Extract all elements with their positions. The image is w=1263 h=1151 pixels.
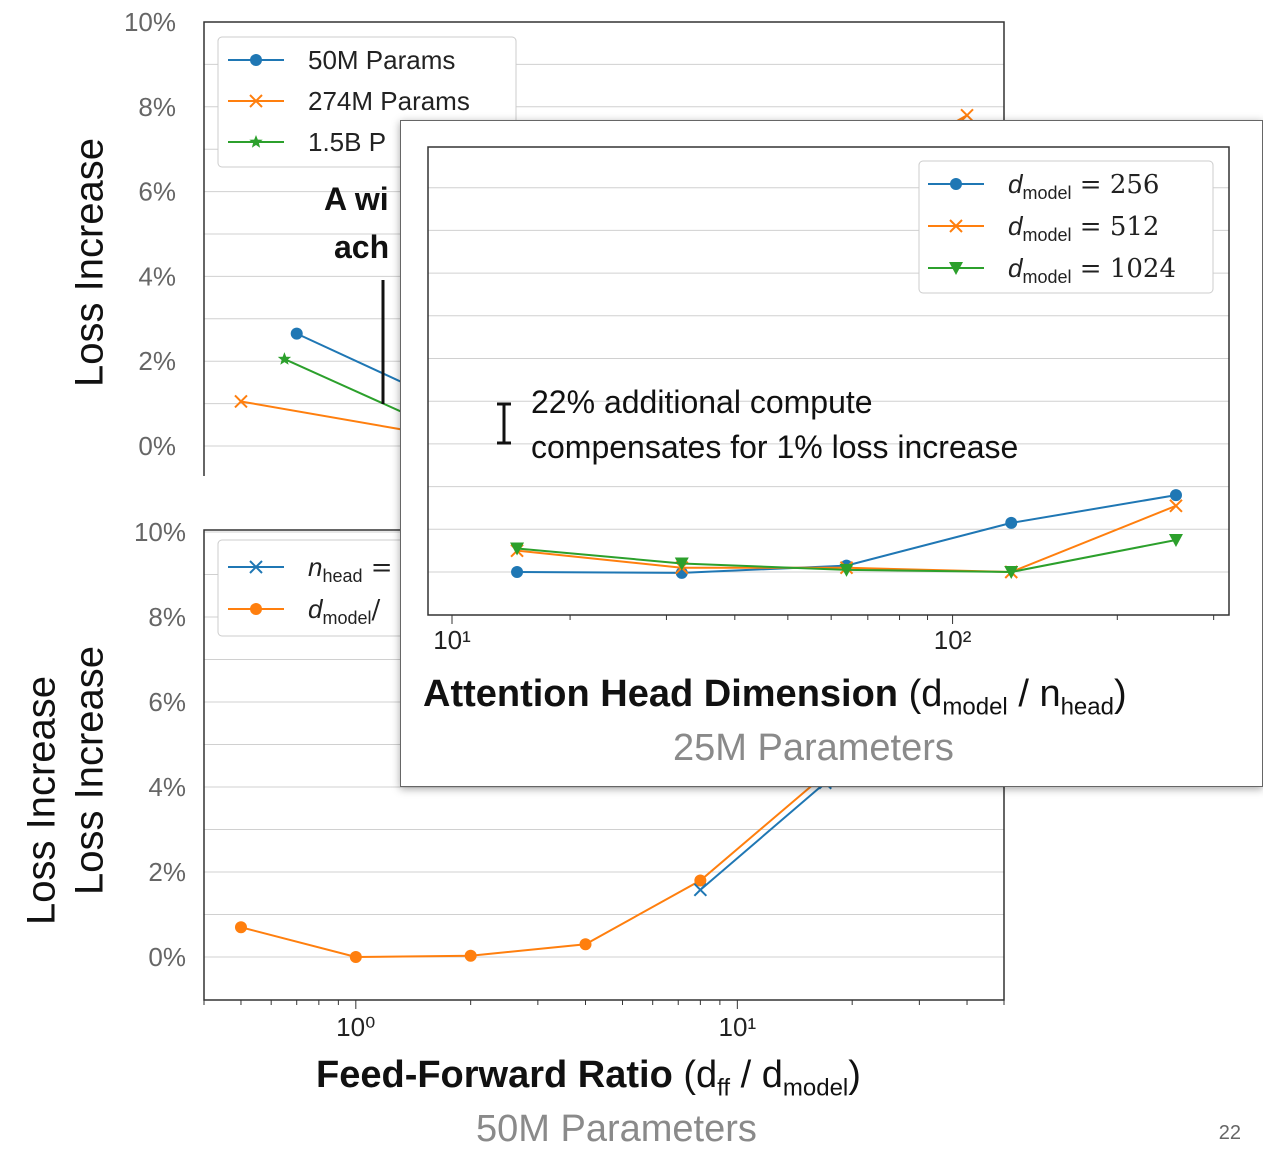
- bottom-legend-entry-swatch-marker: [249, 560, 263, 574]
- top-series-2-point: [277, 352, 292, 365]
- top-series-1-point: [234, 394, 248, 409]
- bottom-series-1-line: [699, 781, 826, 891]
- top-legend-entry-label: 274M Params: [308, 86, 470, 116]
- top-annotation-line: ach: [334, 229, 389, 265]
- bottom-y-tick-label: 8%: [148, 602, 186, 632]
- inset-x-title-paren: (d: [908, 673, 943, 715]
- bottom-x-title-paren: (d: [683, 1054, 718, 1096]
- bottom-series-0-line: [240, 773, 826, 959]
- inset-series-2-point: [839, 563, 854, 577]
- bottom-series-0-point: [579, 938, 592, 951]
- bottom-legend-entry-label: nhead =: [308, 552, 393, 586]
- bottom-y-tick-label: 2%: [148, 857, 186, 887]
- inset-legend-entry-swatch-marker: [950, 178, 962, 190]
- inset-series-0-point: [1169, 489, 1182, 502]
- inset-x-title-close: ): [1113, 673, 1127, 715]
- top-series-1-point: [960, 108, 974, 122]
- inset-chart-svg: 10¹ 10² 22% additional compute compensates …: [427, 146, 1230, 655]
- inset-series-2-point: [674, 557, 689, 571]
- inset-legend-entry-swatch-marker: [949, 262, 963, 275]
- inset-x-title-mid: / n: [1007, 673, 1061, 715]
- top-legend-entry-swatch-marker: [250, 54, 262, 66]
- page-number: 22: [1218, 1122, 1241, 1144]
- top-legend-entry-swatch-marker: [249, 94, 263, 108]
- inset-legend: dmodel = 256 dmodel = 512 dmodel = 1024: [918, 160, 1214, 294]
- bottom-series-0-point: [694, 874, 707, 887]
- inset-x-title-sub1: model: [942, 693, 1008, 721]
- inset-axes-frame: [427, 146, 1230, 616]
- bottom-x-title-sub2: model: [782, 1074, 849, 1102]
- bottom-x-title-mid: / d: [730, 1054, 783, 1096]
- bottom-series-1-point: [693, 883, 708, 897]
- inset-legend-entry-label: dmodel = 512: [1008, 211, 1159, 245]
- bottom-x-tick-label: 10⁰: [336, 1012, 375, 1040]
- bottom-y-tick-label: 10%: [134, 517, 186, 547]
- bottom-legend-entry-swatch-marker: [250, 603, 262, 615]
- bottom-chart-x-title: Feed-Forward Ratio (dff / dmodel): [316, 1054, 861, 1103]
- top-annotation-line: A wi: [324, 181, 389, 217]
- inset-annotation-line: 22% additional compute: [531, 384, 873, 420]
- bottom-y-tick-label: 4%: [148, 772, 186, 802]
- top-y-tick-label: 8%: [138, 92, 176, 122]
- inset-series-0-point: [511, 566, 524, 578]
- inset-legend-entry-label: dmodel = 1024: [1008, 253, 1176, 287]
- bottom-chart-y-label-back: Loss Increase: [19, 675, 64, 926]
- top-y-tick-label: 0%: [138, 431, 176, 461]
- top-legend-entry-label: 50M Params: [308, 45, 455, 75]
- bottom-series-0-point: [349, 951, 362, 963]
- inset-chart: 10¹ 10² 22% additional compute compensates …: [400, 120, 1263, 787]
- bottom-series-0-point: [464, 949, 477, 962]
- bottom-x-title-close: ): [848, 1054, 861, 1096]
- top-y-tick-label: 10%: [124, 7, 176, 37]
- inset-chart-subtitle: 25M Parameters: [673, 727, 954, 769]
- inset-series-2-point: [1168, 533, 1183, 547]
- inset-legend-entry-label: dmodel = 256: [1008, 169, 1159, 203]
- top-y-tick-label: 6%: [138, 177, 176, 207]
- top-series-0-point: [290, 327, 303, 340]
- top-y-tick-label: 4%: [138, 261, 176, 291]
- bottom-x-tick-label: 10¹: [719, 1012, 757, 1040]
- inset-legend-entry-swatch-marker: [949, 219, 963, 233]
- inset-annotation-bar: [497, 402, 511, 445]
- top-chart-y-label: Loss Increase: [67, 137, 112, 388]
- inset-series-1-point: [1169, 499, 1183, 513]
- bottom-series-group: [234, 768, 832, 963]
- bottom-x-title-sub1: ff: [717, 1074, 731, 1102]
- inset-series-2-point: [1004, 566, 1019, 579]
- top-y-tick-label: 2%: [138, 346, 176, 376]
- bottom-chart-subtitle: 50M Parameters: [476, 1108, 757, 1150]
- top-legend-entry-swatch-marker: [249, 135, 263, 148]
- bottom-y-tick-label: 0%: [148, 942, 186, 972]
- inset-x-tick-label: 10²: [934, 625, 972, 655]
- inset-series-0-point: [1005, 516, 1018, 529]
- inset-legend-box: [918, 160, 1214, 294]
- inset-x-title-bold: Attention Head Dimension: [423, 673, 899, 715]
- inset-annotation-line: compensates for 1% loss increase: [531, 429, 1018, 465]
- inset-x-title-sub2: head: [1060, 693, 1114, 721]
- inset-x-tick-label: 10¹: [433, 625, 471, 655]
- bottom-y-tick-label: 6%: [148, 687, 186, 717]
- inset-series-group: [510, 489, 1183, 579]
- top-series-0-line: [296, 332, 412, 388]
- top-legend-entry-label: 1.5B P: [308, 127, 386, 157]
- top-series-2-line: [284, 358, 412, 418]
- inset-chart-x-title: Attention Head Dimension (dmodel / nhead…: [423, 673, 1127, 722]
- bottom-legend-entry-label: dmodel/: [308, 594, 381, 628]
- bottom-series-0-point: [234, 921, 247, 934]
- bottom-chart-y-label-front: Loss Increase: [67, 645, 112, 896]
- bottom-x-title-bold: Feed-Forward Ratio: [316, 1054, 673, 1096]
- inset-series-2-point: [510, 542, 525, 556]
